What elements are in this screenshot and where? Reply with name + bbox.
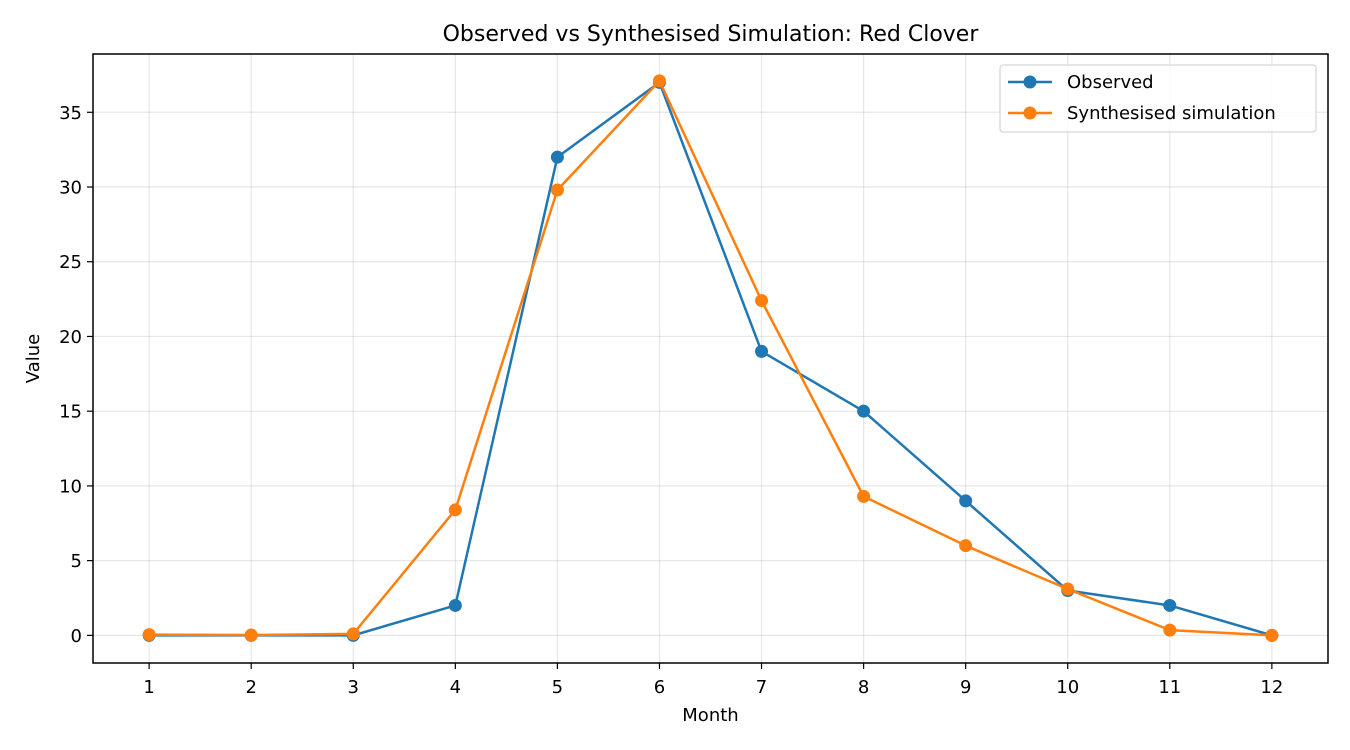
data-point bbox=[755, 344, 769, 358]
data-point bbox=[1163, 623, 1177, 637]
y-tick-label: 35 bbox=[59, 103, 82, 124]
plot-frame bbox=[92, 53, 1329, 664]
x-tick-label: 1 bbox=[143, 677, 154, 698]
data-point bbox=[652, 74, 666, 88]
data-point bbox=[550, 150, 564, 164]
x-tick-label: 7 bbox=[756, 677, 767, 698]
data-point bbox=[857, 489, 871, 503]
data-point bbox=[448, 503, 462, 517]
data-point bbox=[346, 627, 360, 641]
x-tick-label: 8 bbox=[858, 677, 869, 698]
data-point bbox=[1265, 628, 1279, 642]
x-tick-label: 4 bbox=[450, 677, 461, 698]
y-tick-label: 15 bbox=[59, 402, 82, 423]
y-tick-label: 5 bbox=[71, 551, 82, 572]
data-point bbox=[959, 494, 973, 508]
y-tick-label: 20 bbox=[59, 327, 82, 348]
x-tick-label: 3 bbox=[348, 677, 359, 698]
data-point bbox=[550, 183, 564, 197]
data-point bbox=[448, 598, 462, 612]
data-point bbox=[857, 404, 871, 418]
data-point bbox=[755, 294, 769, 308]
series-synthesised-simulation bbox=[142, 74, 1279, 642]
x-tick-label: 5 bbox=[552, 677, 563, 698]
legend-box bbox=[999, 64, 1317, 133]
y-tick-label: 10 bbox=[59, 476, 82, 497]
x-tick-label: 11 bbox=[1158, 677, 1181, 698]
y-tick-label: 30 bbox=[59, 178, 82, 199]
y-tick-label: 0 bbox=[71, 626, 82, 647]
legend-label-synthesised: Synthesised simulation bbox=[1067, 103, 1276, 124]
data-point bbox=[142, 628, 156, 642]
series-line bbox=[149, 79, 1272, 637]
data-point bbox=[959, 539, 973, 553]
series-layer bbox=[142, 74, 1279, 642]
y-tick-label: 25 bbox=[59, 252, 82, 273]
data-point bbox=[1163, 598, 1177, 612]
x-tick-label: 9 bbox=[960, 677, 971, 698]
x-tick-label: 2 bbox=[245, 677, 256, 698]
legend-marker-observed bbox=[1023, 75, 1037, 89]
chart-title: Observed vs Synthesised Simulation: Red … bbox=[443, 22, 980, 47]
data-point bbox=[1061, 582, 1075, 596]
x-tick-label: 12 bbox=[1260, 677, 1283, 698]
y-axis-label: Value bbox=[23, 334, 44, 383]
data-point bbox=[244, 628, 258, 642]
x-tick-label: 10 bbox=[1056, 677, 1079, 698]
series-line bbox=[149, 81, 1273, 637]
x-tick-label: 6 bbox=[654, 677, 665, 698]
legend-label-observed: Observed bbox=[1067, 72, 1154, 93]
legend-marker-synthesised bbox=[1023, 106, 1037, 120]
x-axis-label: Month bbox=[682, 705, 738, 726]
legend: Observed Synthesised simulation bbox=[999, 64, 1317, 133]
